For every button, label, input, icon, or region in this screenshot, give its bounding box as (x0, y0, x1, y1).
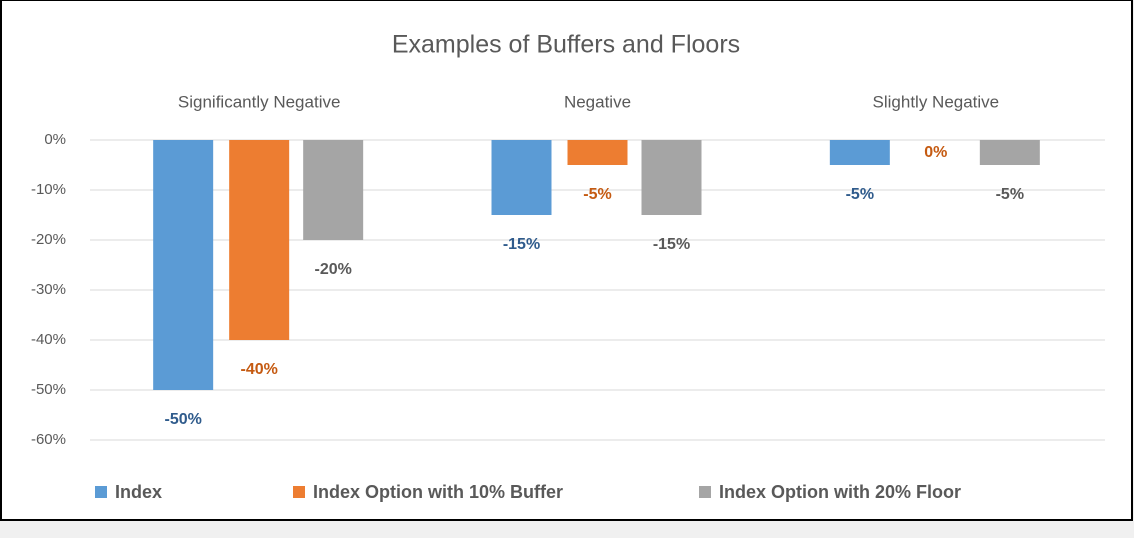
bar (641, 140, 702, 215)
category-label: Negative (564, 92, 631, 111)
data-label: -15% (503, 236, 540, 253)
y-tick-label: 0% (44, 131, 66, 148)
bar (153, 140, 214, 390)
bar (567, 140, 628, 165)
data-label: -50% (164, 411, 201, 428)
y-tick-label: -10% (31, 181, 66, 198)
data-label: -5% (996, 186, 1024, 203)
data-label: -40% (240, 361, 277, 378)
legend-swatch (293, 486, 305, 498)
y-tick-label: -50% (31, 381, 66, 398)
bar (979, 140, 1040, 165)
legend-label: Index Option with 20% Floor (719, 482, 961, 502)
category-label: Slightly Negative (873, 92, 1000, 111)
bar (229, 140, 290, 340)
legend-swatch (95, 486, 107, 498)
legend-label: Index Option with 10% Buffer (313, 482, 563, 502)
data-label: 0% (924, 144, 947, 161)
data-label: -20% (314, 261, 351, 278)
bar (303, 140, 364, 240)
y-tick-label: -20% (31, 231, 66, 248)
y-tick-label: -60% (31, 431, 66, 448)
data-label: -5% (846, 186, 874, 203)
y-tick-label: -40% (31, 331, 66, 348)
y-tick-label: -30% (31, 281, 66, 298)
legend-swatch (699, 486, 711, 498)
bar (491, 140, 552, 215)
legend-label: Index (115, 482, 162, 502)
category-label: Significantly Negative (178, 92, 341, 111)
data-label: -15% (653, 236, 690, 253)
bar (829, 140, 890, 165)
data-label: -5% (583, 186, 611, 203)
chart-title: Examples of Buffers and Floors (392, 31, 740, 59)
